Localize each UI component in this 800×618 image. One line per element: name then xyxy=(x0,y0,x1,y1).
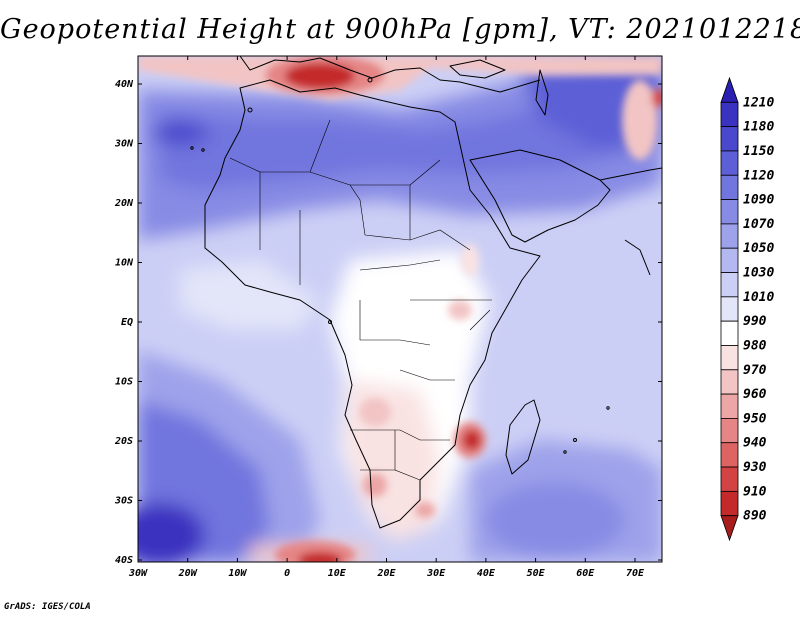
height-field xyxy=(138,56,662,562)
colorbar-box xyxy=(720,174,739,200)
coastlines xyxy=(190,56,662,529)
colorbar-bottom-arrow xyxy=(720,515,739,542)
colorbar-box xyxy=(720,442,739,468)
colorbar-box xyxy=(720,345,739,371)
colorbar-box xyxy=(720,199,739,225)
x-tick-label: 10W xyxy=(228,568,247,579)
colorbar-box xyxy=(720,296,739,322)
colorbar-label: 1070 xyxy=(743,217,774,232)
x-tick-label: 30W xyxy=(128,568,148,579)
x-tick-label: 70E xyxy=(626,568,645,579)
colorbar-box xyxy=(720,223,739,249)
y-tick-label: 10S xyxy=(115,377,133,388)
y-tick-label: 20N xyxy=(114,198,134,209)
colorbar-label: 1030 xyxy=(743,266,774,281)
axis-labels: 30W 20W 10W 0 10E 20E 30E 40E 50E 60E 70E 40N 30N 20… xyxy=(114,79,645,579)
colorbar-label: 940 xyxy=(743,436,767,451)
colorbar-box xyxy=(720,393,739,419)
y-tick-label: 30N xyxy=(114,139,134,150)
colorbar-label: 970 xyxy=(743,363,767,378)
colorbar-label: 890 xyxy=(743,509,767,524)
colorbar-label: 1050 xyxy=(743,241,774,256)
x-tick-label: 0 xyxy=(284,568,290,579)
y-tick-label: 30S xyxy=(114,496,133,507)
y-tick-label: 40N xyxy=(115,79,134,90)
x-tick-label: 20W xyxy=(178,568,198,579)
colorbar-label: 1180 xyxy=(743,120,774,135)
grads-credit: GrADS: IGES/COLA xyxy=(4,602,91,612)
colorbar-label: 950 xyxy=(743,411,767,426)
colorbar-box xyxy=(720,272,739,298)
x-tick-label: 20E xyxy=(376,568,396,579)
x-tick-label: 10E xyxy=(328,568,347,579)
colorbar-top-arrow xyxy=(720,76,739,103)
x-tick-label: 60E xyxy=(576,568,595,579)
colorbar-box xyxy=(720,150,739,176)
y-tick-label: 10N xyxy=(115,258,134,269)
x-tick-label: 50E xyxy=(527,568,546,579)
colorbar: 1210 1180 1150 1120 1090 1070 1050 1030 1010 990 9… xyxy=(720,76,774,542)
colorbar-label: 1150 xyxy=(743,144,774,159)
colorbar-box xyxy=(720,247,739,273)
colorbar-label: 990 xyxy=(743,314,767,329)
colorbar-label: 960 xyxy=(743,387,767,402)
country-borders xyxy=(229,119,492,481)
colorbar-label: 930 xyxy=(743,460,767,475)
colorbar-box xyxy=(720,320,739,346)
colorbar-label: 1090 xyxy=(743,193,774,208)
colorbar-box xyxy=(720,466,739,492)
colorbar-box xyxy=(720,490,739,517)
colorbar-label: 910 xyxy=(743,484,767,499)
plot-frame xyxy=(137,55,663,563)
x-tick-label: 40E xyxy=(477,568,496,579)
map-title: Geopotential Height at 900hPa [gpm], VT:… xyxy=(0,14,800,45)
colorbar-box xyxy=(720,101,739,128)
colorbar-box xyxy=(720,126,739,152)
colorbar-label: 980 xyxy=(743,338,767,353)
colorbar-box xyxy=(720,418,739,444)
y-tick-label: EQ xyxy=(121,317,133,328)
y-tick-label: 40S xyxy=(115,555,133,566)
colorbar-label: 1120 xyxy=(743,168,774,183)
colorbar-box xyxy=(720,369,739,395)
colorbar-label: 1010 xyxy=(743,290,774,305)
x-tick-label: 30E xyxy=(426,568,446,579)
colorbar-label: 1210 xyxy=(743,95,774,110)
y-tick-label: 20S xyxy=(114,436,133,447)
